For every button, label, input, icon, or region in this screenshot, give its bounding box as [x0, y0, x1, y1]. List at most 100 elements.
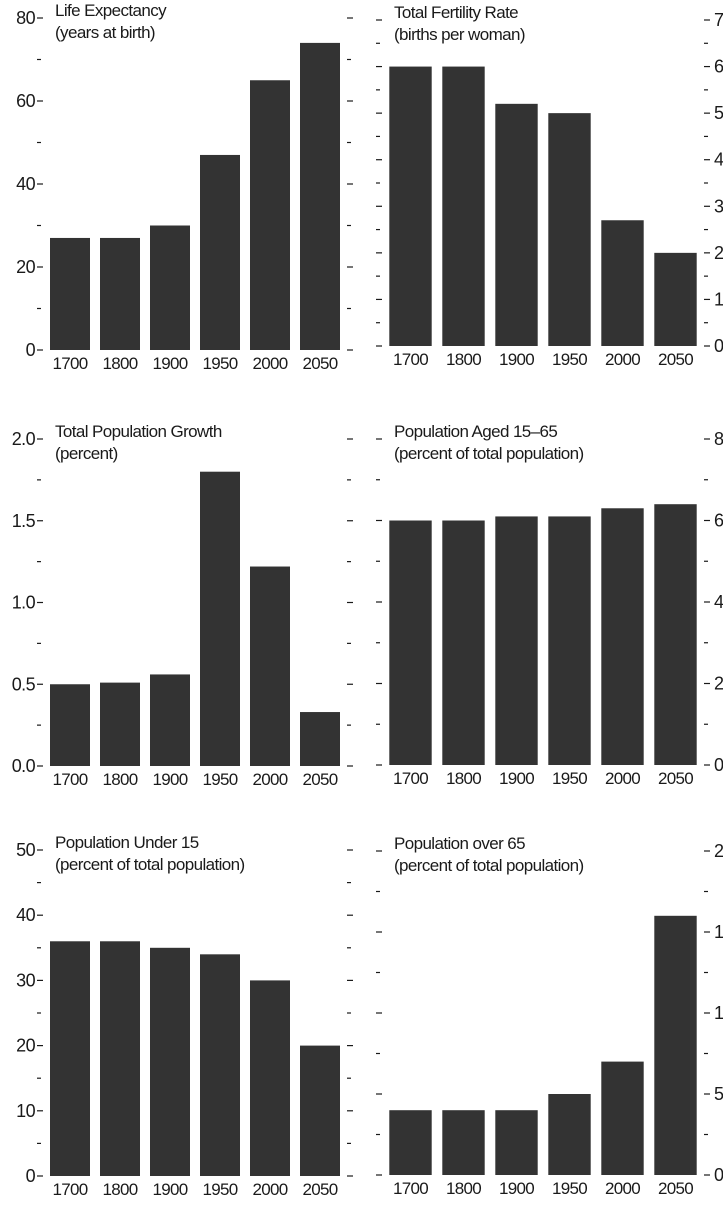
x-tick-label: 1900 — [499, 769, 534, 788]
x-tick-label: 2000 — [605, 1179, 640, 1198]
x-tick-label: 1900 — [499, 350, 534, 369]
bar-1700 — [50, 941, 90, 1176]
chart-title: Population Aged 15–65 — [394, 422, 557, 441]
y-tick-label: 1.5 — [12, 511, 36, 531]
x-tick-label: 1800 — [446, 1179, 481, 1198]
y-tick-label: 20 — [714, 841, 723, 861]
chart-population-under-15: 1700 1800 1900 1950 2000 2050 0 10 20 30 40 50 Popul… — [0, 820, 362, 1207]
chart-life-expectancy: 1700 1800 1900 1950 2000 2050 0 20 40 60 80 Life Ex… — [0, 0, 362, 400]
y-tick-label: 0 — [26, 1166, 36, 1186]
y-tick-label: 1 — [714, 289, 723, 309]
y-tick-label: 0 — [714, 755, 723, 775]
x-tick-label: 1700 — [393, 350, 428, 369]
y-tick-label: 50 — [16, 840, 35, 860]
bar-1950 — [200, 471, 240, 766]
x-tick-label: 1950 — [202, 1180, 237, 1199]
bar-2000 — [250, 566, 290, 766]
bar-1900 — [150, 674, 190, 766]
x-tick-label: 2050 — [302, 1180, 337, 1199]
y-tick-label: 6 — [714, 57, 723, 77]
chart-svg: 1700 1800 1900 1950 2000 2050 0 10 20 30 40 50 Popul… — [16, 833, 353, 1199]
x-tick-label: 1700 — [52, 354, 87, 373]
bar-1700 — [389, 66, 432, 347]
y-tick-label: 40 — [16, 905, 35, 925]
bar-2050 — [654, 915, 697, 1175]
y-tick-label: 40 — [16, 174, 35, 194]
x-tick-label: 1900 — [152, 1180, 187, 1199]
y-tick-label: 20 — [16, 1036, 35, 1056]
bar-2000 — [601, 508, 644, 765]
bar-1950 — [548, 516, 591, 765]
x-tick-label: 2050 — [302, 354, 337, 373]
x-tick-label: 2000 — [605, 769, 640, 788]
chart-svg: 1700 1800 1900 1950 2000 2050 0 1 2 3 4 5 6 7 Total Fe… — [376, 3, 723, 369]
x-tick-label: 1700 — [393, 769, 428, 788]
bar-1800 — [442, 66, 485, 347]
y-tick-label: 5 — [714, 1084, 723, 1104]
bar-2050 — [300, 712, 340, 766]
chart-subtitle: (years at birth) — [55, 23, 155, 42]
chart-title: Population Under 15 — [55, 833, 199, 852]
y-tick-label: 0.5 — [12, 674, 36, 694]
chart-population-over-65: 1700 1800 1900 1950 2000 2050 0 5 10 15 20 Populati… — [362, 820, 723, 1207]
x-tick-label: 1800 — [446, 769, 481, 788]
y-tick-label: 5 — [714, 103, 723, 123]
y-tick-label: 0 — [26, 340, 36, 360]
chart-title: Total Population Growth — [55, 422, 222, 441]
y-tick-label: 0 — [714, 336, 723, 356]
y-tick-label: 7 — [714, 10, 723, 30]
x-tick-label: 2050 — [658, 350, 693, 369]
bar-1900 — [150, 225, 190, 350]
x-tick-label: 1800 — [102, 354, 137, 373]
chart-total-fertility-rate: 1700 1800 1900 1950 2000 2050 0 1 2 3 4 5 6 7 Total Fe… — [362, 0, 723, 400]
bar-2000 — [250, 80, 290, 350]
x-tick-label: 1800 — [102, 1180, 137, 1199]
bar-2000 — [250, 980, 290, 1176]
bar-2050 — [654, 504, 697, 765]
x-tick-label: 1950 — [552, 1179, 587, 1198]
y-tick-label: 10 — [16, 1101, 35, 1121]
bar-1800 — [100, 682, 140, 766]
x-tick-label: 2050 — [658, 769, 693, 788]
y-tick-label: 60 — [714, 511, 723, 531]
chart-subtitle: (births per woman) — [394, 25, 525, 44]
x-tick-label: 1950 — [202, 354, 237, 373]
chart-title: Life Expectancy — [55, 1, 167, 20]
x-tick-label: 2050 — [302, 770, 337, 789]
y-tick-label: 20 — [16, 257, 35, 277]
y-tick-label: 4 — [714, 150, 723, 170]
bar-1900 — [495, 1110, 538, 1175]
bar-1800 — [100, 941, 140, 1176]
y-tick-label: 40 — [714, 592, 723, 612]
bar-2050 — [654, 252, 697, 346]
y-tick-label: 2 — [714, 243, 723, 263]
x-tick-label: 2000 — [252, 354, 287, 373]
bar-2050 — [300, 1045, 340, 1176]
bar-1950 — [200, 954, 240, 1176]
chart-subtitle: (percent of total population) — [394, 856, 584, 875]
chart-title: Total Fertility Rate — [394, 3, 518, 22]
bar-1700 — [50, 237, 90, 350]
x-tick-label: 1900 — [152, 770, 187, 789]
y-tick-label: 0.0 — [12, 756, 36, 776]
x-tick-label: 1700 — [52, 1180, 87, 1199]
chart-total-population-growth: 1700 1800 1900 1950 2000 2050 0.0 0.5 1.0 1.5 2.0 T… — [0, 410, 362, 810]
y-tick-label: 20 — [714, 674, 723, 694]
chart-population-aged-15-65: 1700 1800 1900 1950 2000 2050 0 20 40 60 80 Populat… — [362, 410, 723, 810]
x-tick-label: 1950 — [552, 350, 587, 369]
bar-1800 — [442, 520, 485, 765]
bar-1950 — [548, 1094, 591, 1175]
x-tick-label: 1950 — [552, 769, 587, 788]
x-tick-label: 1800 — [102, 770, 137, 789]
bar-1700 — [389, 1110, 432, 1175]
chart-svg: 1700 1800 1900 1950 2000 2050 0 20 40 60 80 Populat… — [376, 422, 723, 788]
y-tick-label: 30 — [16, 970, 35, 990]
bar-2000 — [601, 1061, 644, 1175]
x-tick-label: 2000 — [252, 1180, 287, 1199]
x-tick-label: 2050 — [658, 1179, 693, 1198]
x-tick-label: 1700 — [52, 770, 87, 789]
x-tick-label: 1900 — [152, 354, 187, 373]
chart-svg: 1700 1800 1900 1950 2000 2050 0 20 40 60 80 Life Ex… — [16, 1, 353, 373]
x-tick-label: 1800 — [446, 350, 481, 369]
bar-1950 — [548, 113, 591, 347]
